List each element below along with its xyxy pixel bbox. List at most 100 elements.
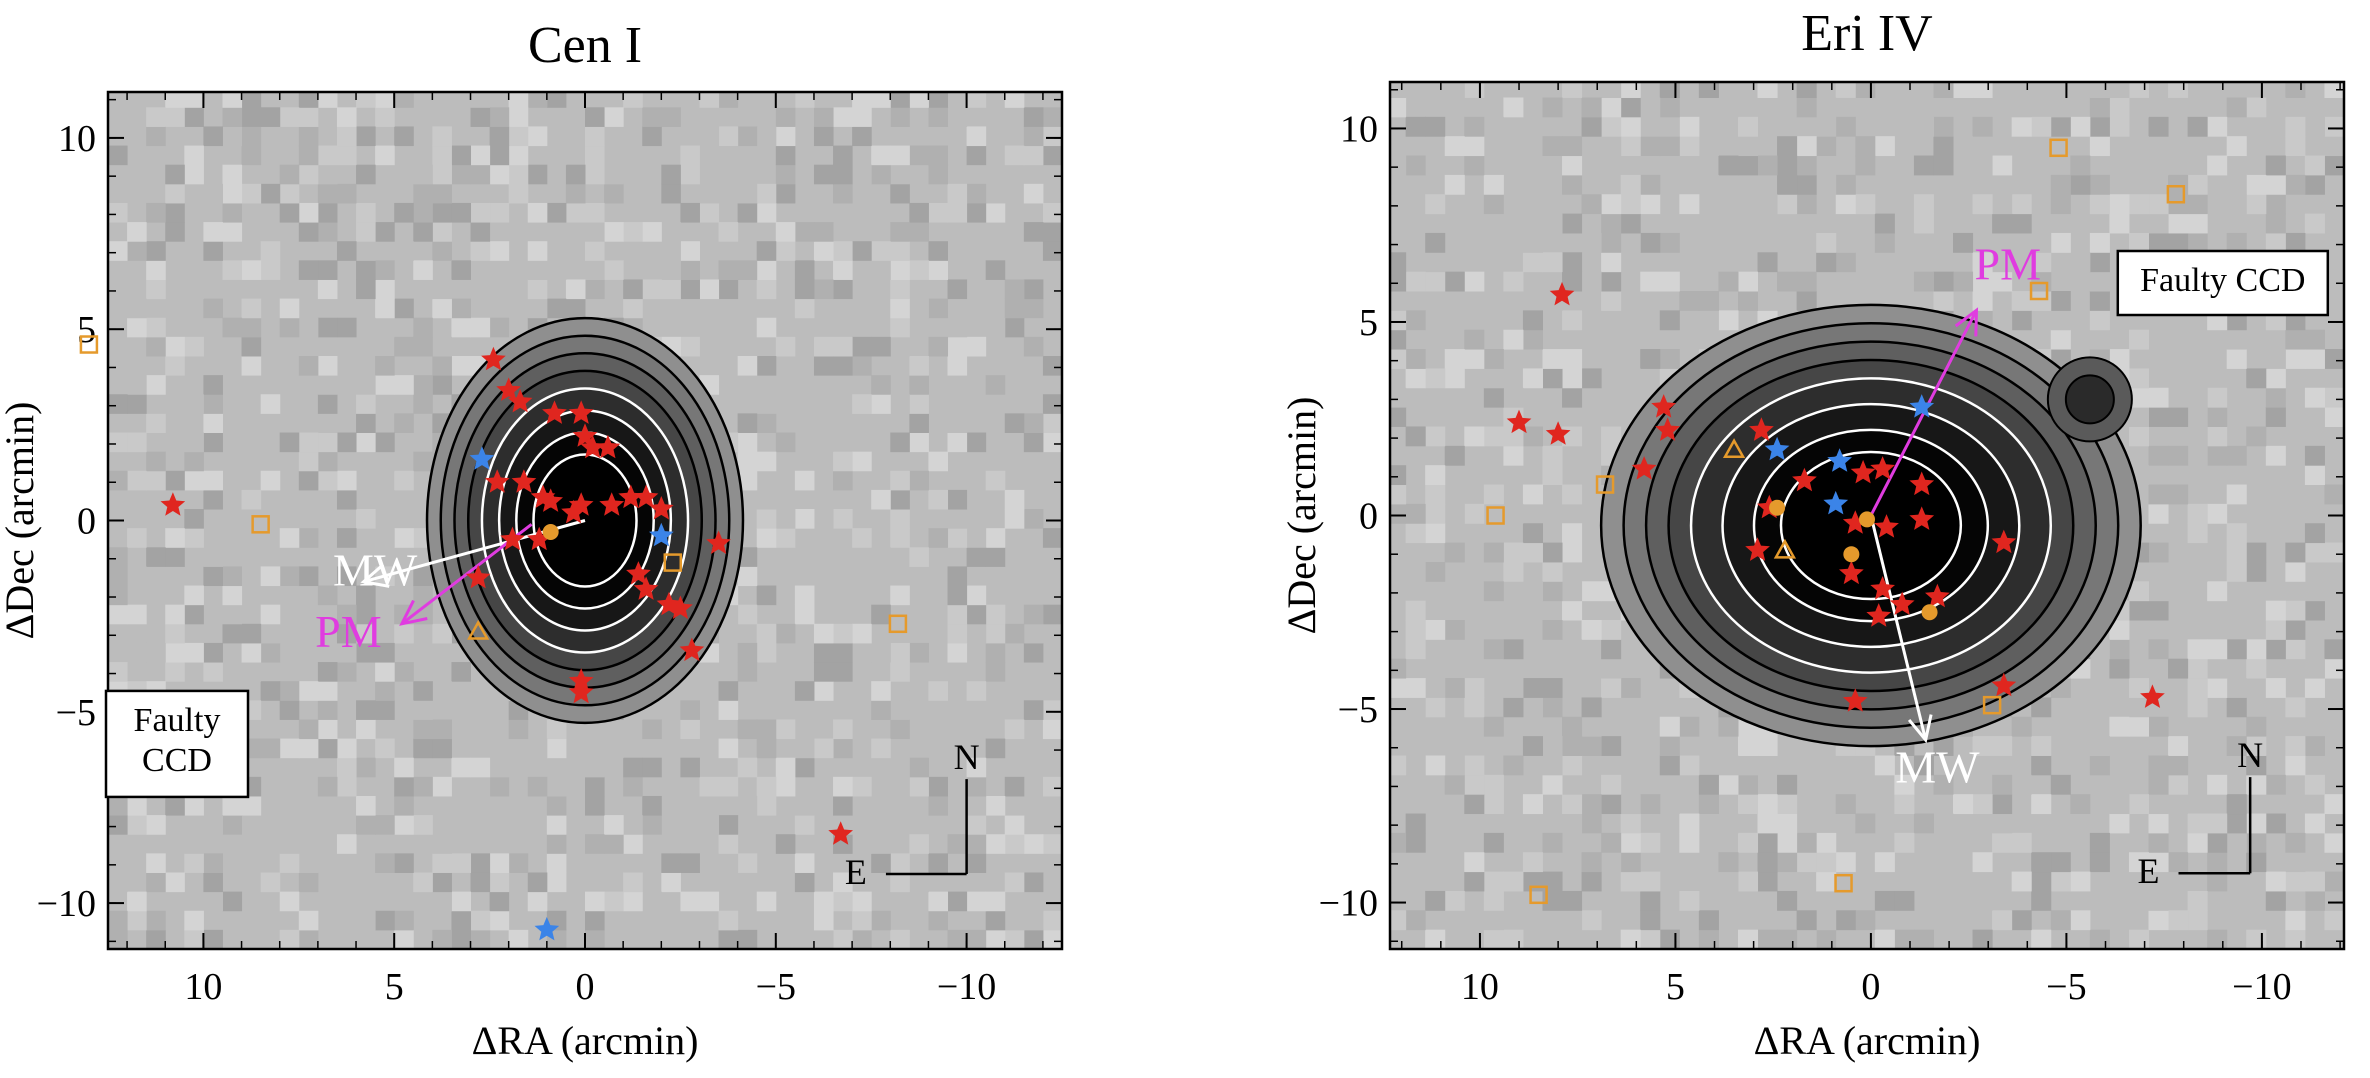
map-pixel bbox=[1023, 929, 1044, 949]
map-pixel bbox=[1718, 310, 1739, 331]
map-pixel bbox=[432, 298, 452, 319]
map-pixel bbox=[356, 92, 376, 108]
map-pixel bbox=[432, 222, 452, 242]
map-pixel bbox=[699, 92, 720, 108]
map-pixel bbox=[737, 432, 758, 453]
star-marker bbox=[1764, 436, 1790, 461]
star-marker bbox=[568, 492, 594, 516]
map-pixel bbox=[1777, 174, 1798, 195]
map-pixel bbox=[2148, 600, 2169, 621]
map-pixel bbox=[871, 681, 891, 701]
map-pixel bbox=[1816, 291, 1837, 311]
map-pixel bbox=[1601, 232, 1622, 253]
map-pixel bbox=[794, 317, 815, 338]
map-pixel bbox=[642, 222, 662, 242]
map-pixel bbox=[852, 891, 872, 912]
map-pixel bbox=[2089, 832, 2110, 853]
map-pixel bbox=[1972, 794, 1993, 815]
map-pixel bbox=[642, 107, 662, 127]
square-marker bbox=[1982, 695, 2002, 715]
map-pixel bbox=[1796, 97, 1817, 118]
map-pixel bbox=[642, 126, 662, 147]
map-pixel bbox=[1562, 523, 1583, 544]
map-pixel bbox=[451, 757, 472, 778]
map-pixel bbox=[871, 164, 891, 185]
map-pixel bbox=[1405, 774, 1426, 795]
map-pixel bbox=[1933, 155, 1954, 176]
map-pixel bbox=[1894, 832, 1915, 853]
map-pixel bbox=[2011, 213, 2032, 234]
map-pixel bbox=[947, 834, 968, 854]
map-pixel bbox=[336, 662, 357, 682]
map-pixel bbox=[1601, 774, 1622, 795]
map-pixel bbox=[890, 298, 910, 319]
map-pixel bbox=[1816, 136, 1837, 157]
map-pixel bbox=[1464, 329, 1485, 350]
map-pixel bbox=[1483, 349, 1504, 369]
map-pixel bbox=[2187, 813, 2208, 834]
map-pixel bbox=[1933, 136, 1954, 157]
map-pixel bbox=[871, 738, 891, 759]
map-pixel bbox=[203, 547, 223, 567]
map-pixel bbox=[2089, 194, 2110, 215]
map-pixel bbox=[127, 795, 147, 816]
map-pixel bbox=[127, 222, 147, 242]
map-pixel bbox=[1640, 929, 1661, 949]
map-pixel bbox=[298, 202, 319, 223]
map-pixel bbox=[833, 642, 853, 663]
annotation-n: N bbox=[954, 737, 980, 777]
map-pixel bbox=[1992, 813, 2013, 834]
map-pixel bbox=[947, 317, 968, 338]
map-pixel bbox=[1004, 279, 1025, 300]
star-marker bbox=[1889, 591, 1915, 615]
map-pixel bbox=[1464, 794, 1485, 815]
y-tick-label: 0 bbox=[77, 501, 96, 543]
map-pixel bbox=[394, 413, 414, 434]
map-pixel bbox=[737, 547, 758, 567]
map-pixel bbox=[222, 164, 243, 185]
map-pixel bbox=[1601, 368, 1622, 389]
map-pixel bbox=[451, 853, 472, 873]
map-pixel bbox=[260, 566, 281, 587]
map-pixel bbox=[1042, 107, 1062, 127]
map-pixel bbox=[794, 585, 815, 606]
map-pixel bbox=[1425, 678, 1446, 698]
map-pixel bbox=[2089, 310, 2110, 331]
map-pixel bbox=[2207, 678, 2228, 698]
map-pixel bbox=[2285, 832, 2306, 853]
map-pixel bbox=[356, 795, 376, 816]
map-pixel bbox=[775, 183, 796, 204]
map-pixel bbox=[1933, 291, 1954, 311]
map-pixel bbox=[2089, 116, 2110, 137]
map-pixel bbox=[756, 891, 777, 912]
map-pixel bbox=[585, 145, 605, 166]
map-pixel bbox=[470, 853, 491, 873]
map-pixel bbox=[794, 222, 815, 242]
map-pixel bbox=[2324, 155, 2344, 176]
map-pixel bbox=[336, 470, 357, 491]
map-pixel bbox=[1601, 194, 1622, 215]
map-pixel bbox=[394, 815, 414, 835]
map-pixel bbox=[1023, 107, 1044, 127]
map-pixel bbox=[2148, 871, 2169, 892]
map-pixel bbox=[394, 623, 414, 644]
map-pixel bbox=[813, 222, 834, 242]
map-pixel bbox=[794, 279, 815, 300]
map-pixel bbox=[1042, 776, 1062, 797]
map-pixel bbox=[394, 528, 414, 548]
map-pixel bbox=[1503, 271, 1524, 292]
map-pixel bbox=[317, 585, 338, 606]
map-pixel bbox=[985, 738, 1006, 759]
map-pixel bbox=[813, 547, 834, 567]
map-pixel bbox=[947, 432, 968, 453]
map-pixel bbox=[2285, 174, 2306, 195]
star-marker bbox=[1870, 576, 1895, 600]
map-pixel bbox=[680, 202, 700, 223]
star-marker bbox=[561, 499, 586, 524]
star-marker bbox=[526, 526, 552, 551]
map-pixel bbox=[1640, 832, 1661, 853]
star-marker bbox=[484, 469, 510, 493]
map-pixel bbox=[508, 853, 529, 873]
map-pixel bbox=[1042, 145, 1062, 166]
map-pixel bbox=[2011, 194, 2032, 215]
